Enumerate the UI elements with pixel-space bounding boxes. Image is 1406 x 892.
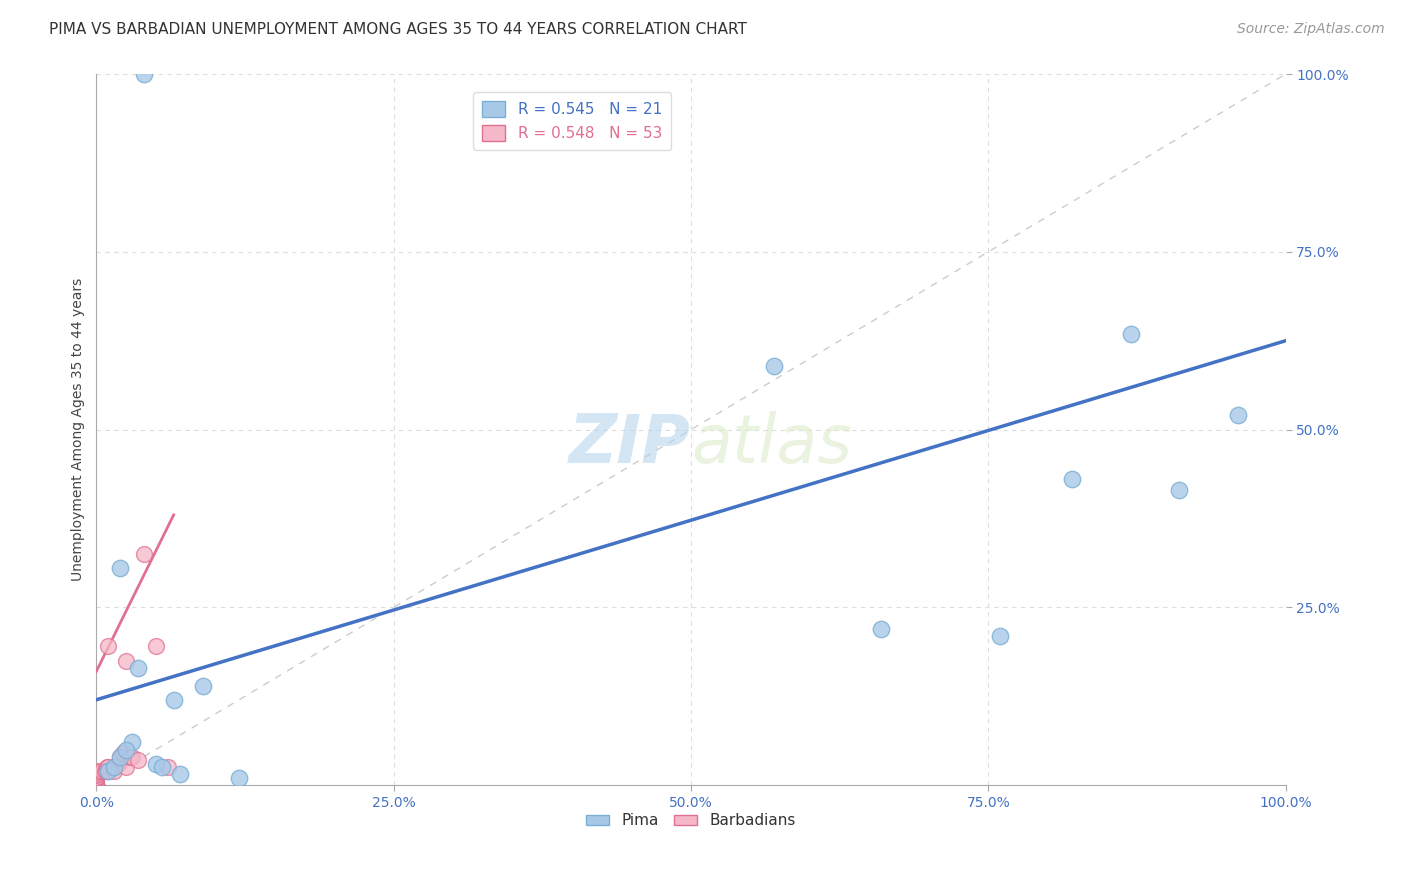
Point <box>132 67 155 81</box>
Point <box>108 749 131 764</box>
Point <box>86 778 108 792</box>
Y-axis label: Unemployment Among Ages 35 to 44 years: Unemployment Among Ages 35 to 44 years <box>72 278 86 582</box>
Point <box>86 771 108 785</box>
Point <box>86 778 108 792</box>
Point <box>97 640 120 654</box>
Point <box>103 764 125 778</box>
Point <box>145 756 167 771</box>
Point <box>103 760 125 774</box>
Legend: Pima, Barbadians: Pima, Barbadians <box>581 807 801 834</box>
Point <box>97 760 120 774</box>
Point <box>115 654 138 668</box>
Text: atlas: atlas <box>692 411 852 477</box>
Point <box>86 778 108 792</box>
Point <box>86 765 108 780</box>
Point <box>86 778 108 792</box>
Point <box>86 778 108 792</box>
Point <box>115 760 138 774</box>
Point <box>156 760 179 774</box>
Point <box>86 778 108 792</box>
Point <box>97 764 120 778</box>
Point <box>108 753 131 767</box>
Point <box>86 774 108 789</box>
Point <box>127 661 149 675</box>
Point <box>763 359 786 373</box>
Point <box>96 760 118 774</box>
Point <box>108 749 131 764</box>
Point <box>103 760 125 774</box>
Point <box>86 778 108 792</box>
Point <box>1227 409 1250 423</box>
Point <box>1060 472 1083 486</box>
Text: Source: ZipAtlas.com: Source: ZipAtlas.com <box>1237 22 1385 37</box>
Point <box>118 749 141 764</box>
Point <box>86 771 108 785</box>
Point <box>86 778 108 792</box>
Point <box>127 753 149 767</box>
Point <box>86 778 108 792</box>
Point <box>97 764 120 778</box>
Point <box>86 778 108 792</box>
Point <box>86 770 108 784</box>
Point <box>108 753 131 767</box>
Point <box>86 778 108 792</box>
Point <box>115 742 138 756</box>
Point <box>145 640 167 654</box>
Text: PIMA VS BARBADIAN UNEMPLOYMENT AMONG AGES 35 TO 44 YEARS CORRELATION CHART: PIMA VS BARBADIAN UNEMPLOYMENT AMONG AGE… <box>49 22 747 37</box>
Point <box>86 778 108 792</box>
Point <box>870 622 893 636</box>
Point <box>111 746 134 760</box>
Point <box>121 735 143 749</box>
Point <box>132 547 155 561</box>
Point <box>86 768 108 782</box>
Point <box>86 778 108 792</box>
Point <box>86 778 108 792</box>
Text: ZIP: ZIP <box>569 411 692 477</box>
Point <box>86 766 108 780</box>
Point <box>86 778 108 792</box>
Point <box>94 764 117 778</box>
Point <box>108 749 131 764</box>
Point <box>169 767 191 781</box>
Point <box>1121 326 1143 341</box>
Point <box>988 629 1011 643</box>
Point <box>86 778 108 792</box>
Point <box>193 679 215 693</box>
Point <box>108 561 131 575</box>
Point <box>86 771 108 785</box>
Point <box>228 771 250 785</box>
Point <box>86 778 108 792</box>
Point <box>91 764 114 778</box>
Point <box>163 692 186 706</box>
Point <box>86 778 108 792</box>
Point <box>1167 483 1189 497</box>
Point <box>86 778 108 792</box>
Point <box>121 749 143 764</box>
Point <box>93 764 115 778</box>
Point <box>87 764 110 778</box>
Point <box>86 778 108 792</box>
Point <box>107 756 129 771</box>
Point <box>86 772 108 787</box>
Point <box>150 760 173 774</box>
